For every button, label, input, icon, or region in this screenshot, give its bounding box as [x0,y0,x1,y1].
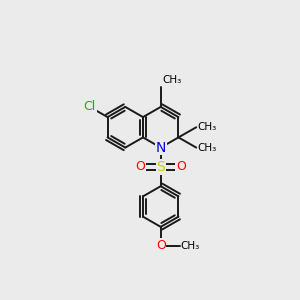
Text: O: O [176,160,186,173]
Text: N: N [155,141,166,154]
Text: CH₃: CH₃ [197,122,217,132]
Text: CH₃: CH₃ [162,75,181,85]
Text: S: S [156,160,165,174]
Text: O: O [156,239,166,252]
Text: Cl: Cl [84,100,96,113]
Text: CH₃: CH₃ [197,142,217,153]
Text: CH₃: CH₃ [181,241,200,250]
Text: O: O [135,160,145,173]
